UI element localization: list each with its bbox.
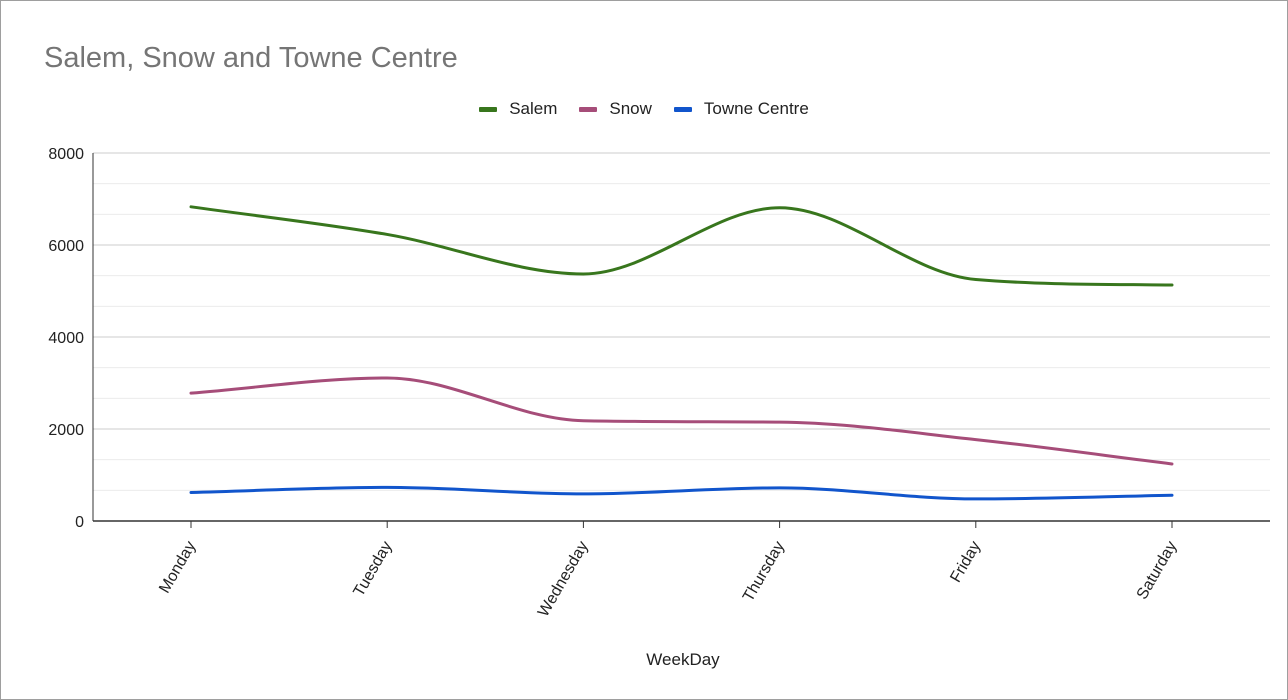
axes (92, 153, 1270, 522)
x-tick-label: Tuesday (351, 539, 396, 600)
y-tick-label: 6000 (48, 238, 84, 255)
legend-swatch-snow (579, 106, 598, 112)
series-line-salem (189, 205, 1174, 287)
legend-label-snow: Snow (609, 99, 652, 118)
y-axis-ticks: 0 2000 4000 6000 8000 (48, 146, 84, 531)
legend-swatch-salem (479, 106, 498, 112)
x-axis-title: WeekDay (646, 650, 720, 669)
x-tick-label: Thursday (740, 539, 788, 605)
legend-item-snow[interactable]: Snow (579, 99, 652, 119)
x-tick-label: Monday (156, 539, 199, 597)
series-line-towne-centre (189, 485, 1174, 501)
chart-legend: Salem Snow Towne Centre (0, 99, 1288, 119)
x-axis-ticks: Monday Tuesday Wednesday Thursday Friday Satu… (156, 521, 1180, 620)
x-tick-label: Friday (947, 539, 984, 586)
y-tick-label: 4000 (48, 330, 84, 347)
gridlines (93, 152, 1270, 491)
y-tick-label: 8000 (48, 146, 84, 163)
legend-item-salem[interactable]: Salem (479, 99, 557, 119)
legend-label-towne-centre: Towne Centre (703, 99, 809, 118)
legend-label-salem: Salem (509, 99, 558, 118)
legend-item-towne-centre[interactable]: Towne Centre (673, 99, 809, 119)
chart-title: Salem, Snow and Towne Centre (44, 42, 458, 74)
y-tick-label: 0 (75, 514, 84, 531)
series-line-snow (189, 376, 1174, 466)
y-tick-label: 2000 (48, 422, 84, 439)
x-tick-label: Wednesday (535, 539, 592, 620)
legend-swatch-towne-centre (673, 106, 692, 112)
series-lines (189, 205, 1174, 501)
x-tick-label: Saturday (1134, 539, 1181, 603)
